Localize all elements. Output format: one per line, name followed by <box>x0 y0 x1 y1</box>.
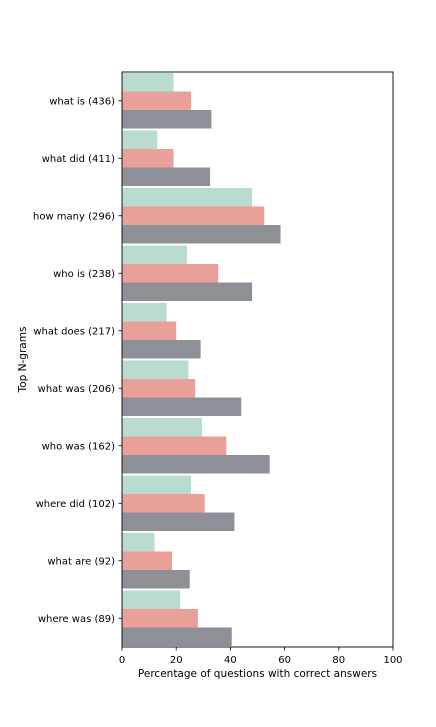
bar <box>122 91 192 110</box>
bar <box>122 245 188 264</box>
y-axis: what is (436) what did (411) how many (296… <box>33 96 122 625</box>
bar <box>122 590 181 609</box>
y-tick-label: where did (102) <box>36 499 116 510</box>
bar <box>122 494 205 513</box>
bar <box>122 188 253 207</box>
bar <box>122 379 196 398</box>
bar <box>122 167 211 186</box>
bar <box>122 512 235 531</box>
x-tick-label: 0 <box>119 655 125 666</box>
plot-frame <box>121 71 394 648</box>
bar <box>122 303 167 322</box>
y-axis-label: Top N-grams <box>17 327 29 394</box>
x-axis: 0 20 40 60 80 100 <box>119 647 403 666</box>
bar <box>122 225 281 244</box>
bar <box>122 360 189 379</box>
y-tick-label: who was (162) <box>42 441 115 452</box>
bar <box>122 609 198 628</box>
bar <box>122 533 155 552</box>
y-tick-label: what was (206) <box>38 384 115 395</box>
x-tick-label: 60 <box>278 655 291 666</box>
bar <box>122 397 242 416</box>
bar <box>122 110 212 129</box>
y-tick-label: what is (436) <box>49 96 115 107</box>
y-tick-label: who is (238) <box>53 269 115 280</box>
bar <box>122 418 202 437</box>
bar <box>122 570 190 589</box>
bar <box>122 551 173 570</box>
bar <box>122 264 219 283</box>
y-tick-label: what are (92) <box>47 556 115 567</box>
bars-group <box>122 73 281 646</box>
bar <box>122 130 158 149</box>
x-axis-label: Percentage of questions with correct ans… <box>138 668 377 680</box>
bar <box>122 149 174 168</box>
bar <box>122 282 253 301</box>
bar <box>122 340 201 359</box>
bar <box>122 455 270 474</box>
bar <box>122 321 177 340</box>
x-tick-label: 40 <box>224 655 237 666</box>
bar <box>122 627 232 646</box>
y-tick-label: where was (89) <box>38 614 115 625</box>
y-tick-label: what did (411) <box>42 154 115 165</box>
bar <box>122 73 174 92</box>
bar <box>122 436 227 455</box>
bar <box>122 206 265 225</box>
y-tick-label: how many (296) <box>33 211 115 222</box>
bar <box>122 475 192 494</box>
x-tick-label: 80 <box>332 655 345 666</box>
x-tick-label: 20 <box>170 655 183 666</box>
x-tick-label: 100 <box>383 655 402 666</box>
y-tick-label: what does (217) <box>33 326 115 337</box>
